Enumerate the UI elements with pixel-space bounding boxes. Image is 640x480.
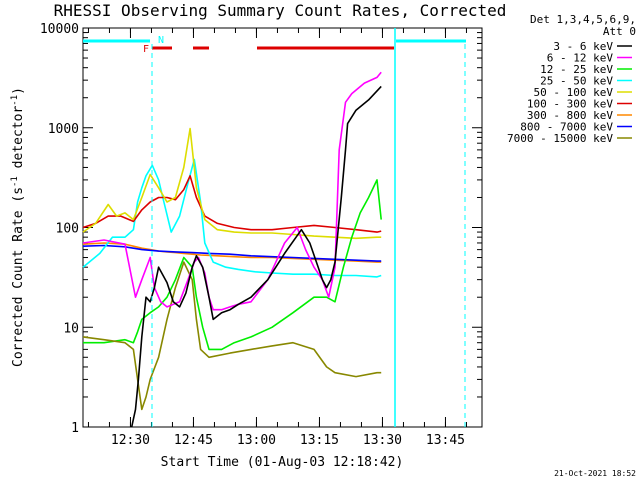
y-tick-label: 100 [56,222,79,237]
y-axis-label: Corrected Count Rate (s-1 detector-1) [10,87,26,367]
x-tick-label: 13:15 [300,433,339,448]
legend-entry-label: 25 - 50 keV [540,75,613,88]
timestamp: 21-Oct-2021 18:52 [554,469,636,478]
legend-entry-label: 800 - 7000 keV [520,121,613,134]
series-line-800-7000kev [82,244,382,262]
series-line-100-300kev [82,175,382,233]
legend-entry-label: 100 - 300 keV [527,98,613,111]
series-line-50-100kev [82,127,382,240]
legend-entry-label: 7000 - 15000 keV [507,132,613,145]
series-line-300-800kev [82,242,382,263]
x-tick-label: 12:30 [111,433,150,448]
x-tick-label: 12:45 [174,433,213,448]
plot-frame [82,27,483,428]
y-tick-labels: 1 10 100 1000 10000 [40,22,79,436]
y-tick-label: 1 [71,421,79,436]
night-flag-marker: N [158,35,164,46]
legend-entry-label: 50 - 100 keV [534,86,614,99]
y-axis-label-mid: detector [11,106,26,177]
flare-flag-marker: F [143,44,149,55]
x-tick-label: 13:30 [363,433,402,448]
axis-ticks [83,27,482,428]
series-layer [82,71,382,428]
y-axis-label-exp1: -1 [10,176,20,187]
y-axis-label-main: Corrected Count Rate (s [11,187,26,367]
x-axis-label: Start Time (01-Aug-03 12:18:42) [161,455,404,470]
legend-header-2: Att 0 [603,25,636,38]
series-line-12-25kev [83,179,382,351]
legend-entry-label: 6 - 12 keV [547,52,614,65]
y-tick-label: 10 [63,321,79,336]
legend-entry-label: 12 - 25 keV [540,63,613,76]
y-tick-label: 10000 [40,22,79,37]
x-tick-label: 13:00 [237,433,276,448]
x-tick-labels: 12:30 12:45 13:00 13:15 13:30 13:45 [111,433,465,448]
chart-title: RHESSI Observing Summary Count Rates, Co… [54,1,507,20]
series-line-7000-15000kev [82,261,382,411]
y-axis-label-end: ) [11,87,26,95]
series-line-3-6kev [130,85,382,428]
legend-header-1: Det 1,3,4,5,6,9, [530,13,636,26]
legend-entry-label: 3 - 6 keV [553,40,613,53]
y-axis-label-exp2: -1 [10,95,20,106]
y-tick-label: 1000 [48,122,79,137]
x-tick-label: 13:45 [426,433,465,448]
series-line-6-12kev [82,71,382,311]
legend-entry-label: 300 - 800 keV [527,109,613,122]
